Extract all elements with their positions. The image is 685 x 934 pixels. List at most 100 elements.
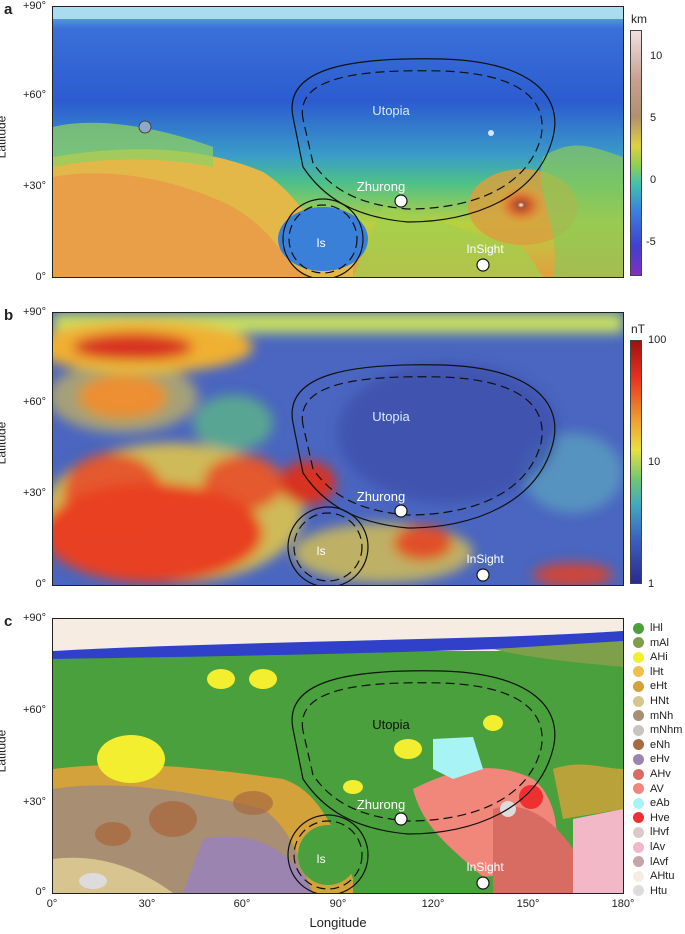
legend-label: AHv [650, 768, 671, 780]
x-axis-label: Longitude [309, 915, 367, 930]
topography-map: Utopia Is Zhurong InSight [52, 6, 624, 278]
y-axis-label: Latitude [0, 729, 9, 773]
legend-item: lAv [633, 841, 665, 853]
utopia-label: Utopia [372, 103, 410, 118]
colorbar-tick: 10 [650, 50, 663, 62]
zhurong-label: Zhurong [357, 489, 405, 504]
legend-label: lAv [650, 841, 666, 853]
y-tick: +60° [22, 396, 46, 408]
legend-item: eHt [633, 680, 667, 692]
legend-label: AV [650, 782, 664, 795]
legend-swatch [633, 826, 644, 838]
y-tick: +30° [22, 487, 46, 499]
panel-letter: a [4, 1, 13, 18]
legend-label: lAvf [650, 855, 669, 868]
legend-label: mNh [650, 709, 674, 722]
legend-label: lHvf [650, 826, 669, 839]
legend-label: eNh [650, 738, 671, 751]
legend-item: mNh [633, 710, 673, 722]
panel-c: c +90° +60° +30° 0° Latitude [0, 612, 685, 934]
magnetic-field-map: Utopia Is Zhurong InSight [52, 312, 624, 586]
utopia-label: Utopia [372, 717, 410, 732]
legend-swatch [633, 768, 644, 780]
zhurong-marker [394, 194, 408, 208]
legend-item: lHl [633, 622, 663, 634]
panel-letter: b [4, 307, 14, 324]
insight-marker [476, 258, 490, 272]
y-tick: +60° [22, 89, 46, 101]
legend-label: AHi [650, 651, 668, 664]
legend-swatch [633, 783, 644, 795]
panel-a: a +90° +60° +30° 0° Latitude [0, 0, 685, 300]
y-tick: +90° [22, 612, 46, 624]
x-tick: 30° [138, 898, 156, 910]
geologic-map: Utopia Is Zhurong InSight [52, 618, 624, 894]
legend-item: HNt [633, 695, 669, 707]
legend-label: lHt [650, 665, 664, 678]
legend-item: lHt [633, 666, 663, 678]
colorbar-unit: nT [631, 322, 646, 336]
legend-item: mAl [633, 637, 669, 649]
legend-item: eAb [633, 797, 670, 809]
zhurong-marker [394, 812, 408, 826]
geologic-svg: Utopia Is Zhurong InSight [53, 619, 623, 893]
legend-item: AHtu [633, 870, 674, 882]
insight-marker [476, 876, 490, 890]
legend-label: HNt [650, 695, 669, 707]
legend-label: eAb [650, 797, 670, 810]
legend-swatch [633, 812, 644, 824]
y-tick: +90° [22, 306, 46, 318]
x-tick: 60° [233, 898, 251, 910]
colorbar-field [630, 340, 642, 584]
legend-swatch [633, 856, 644, 868]
y-tick: 0° [35, 886, 46, 898]
legend-label: eHt [650, 680, 668, 693]
legend-item: Htu [633, 885, 667, 897]
insight-marker [476, 568, 490, 582]
panel-b: b +90° +60° +30° 0° Latitude [0, 306, 685, 606]
legend-swatch [633, 680, 644, 692]
x-tick: 150° [516, 898, 540, 910]
y-tick: +60° [22, 704, 46, 716]
legend-label: mAl [650, 636, 669, 649]
legend-item: eHv [633, 753, 670, 765]
utopia-label: Utopia [372, 409, 410, 424]
legend-swatch [633, 622, 644, 634]
y-axis-label: Latitude [0, 115, 9, 159]
legend-label: lHl [650, 622, 663, 634]
x-tick: 90° [329, 898, 347, 910]
legend-swatch [633, 724, 644, 736]
y-tick: +90° [22, 0, 46, 12]
y-tick: 0° [35, 578, 46, 590]
y-tick: 0° [35, 271, 46, 283]
isidis-label: Is [316, 544, 325, 558]
legend-swatch [633, 870, 644, 882]
legend-item: mNhm [633, 724, 682, 736]
legend-item: eNh [633, 739, 670, 751]
insight-label: InSight [466, 552, 504, 566]
legend-swatch [633, 753, 644, 765]
zhurong-marker [394, 504, 408, 518]
legend-swatch [633, 651, 644, 663]
colorbar-tick: 5 [650, 112, 657, 124]
legend-item: lHvf [633, 826, 669, 838]
insight-label: InSight [466, 242, 504, 256]
legend-swatch [633, 710, 644, 722]
legend-swatch [633, 739, 644, 751]
isidis-label: Is [316, 852, 325, 866]
legend-item: AHi [633, 651, 668, 663]
legend-label: AHtu [650, 870, 675, 883]
colorbar-tick: 10 [648, 456, 661, 468]
insight-label: InSight [466, 860, 504, 874]
y-tick: +30° [22, 180, 46, 192]
x-tick: 0° [46, 898, 58, 910]
colorbar-unit: km [631, 12, 647, 26]
legend-swatch [633, 666, 644, 678]
colorbar-tick: 100 [648, 334, 667, 346]
colorbar-tick: 1 [648, 578, 655, 590]
panel-letter: c [4, 613, 13, 630]
isidis-label: Is [316, 236, 325, 250]
y-axis-label: Latitude [0, 421, 9, 465]
legend-item: AV [633, 783, 664, 795]
legend-item: Hve [633, 812, 670, 824]
